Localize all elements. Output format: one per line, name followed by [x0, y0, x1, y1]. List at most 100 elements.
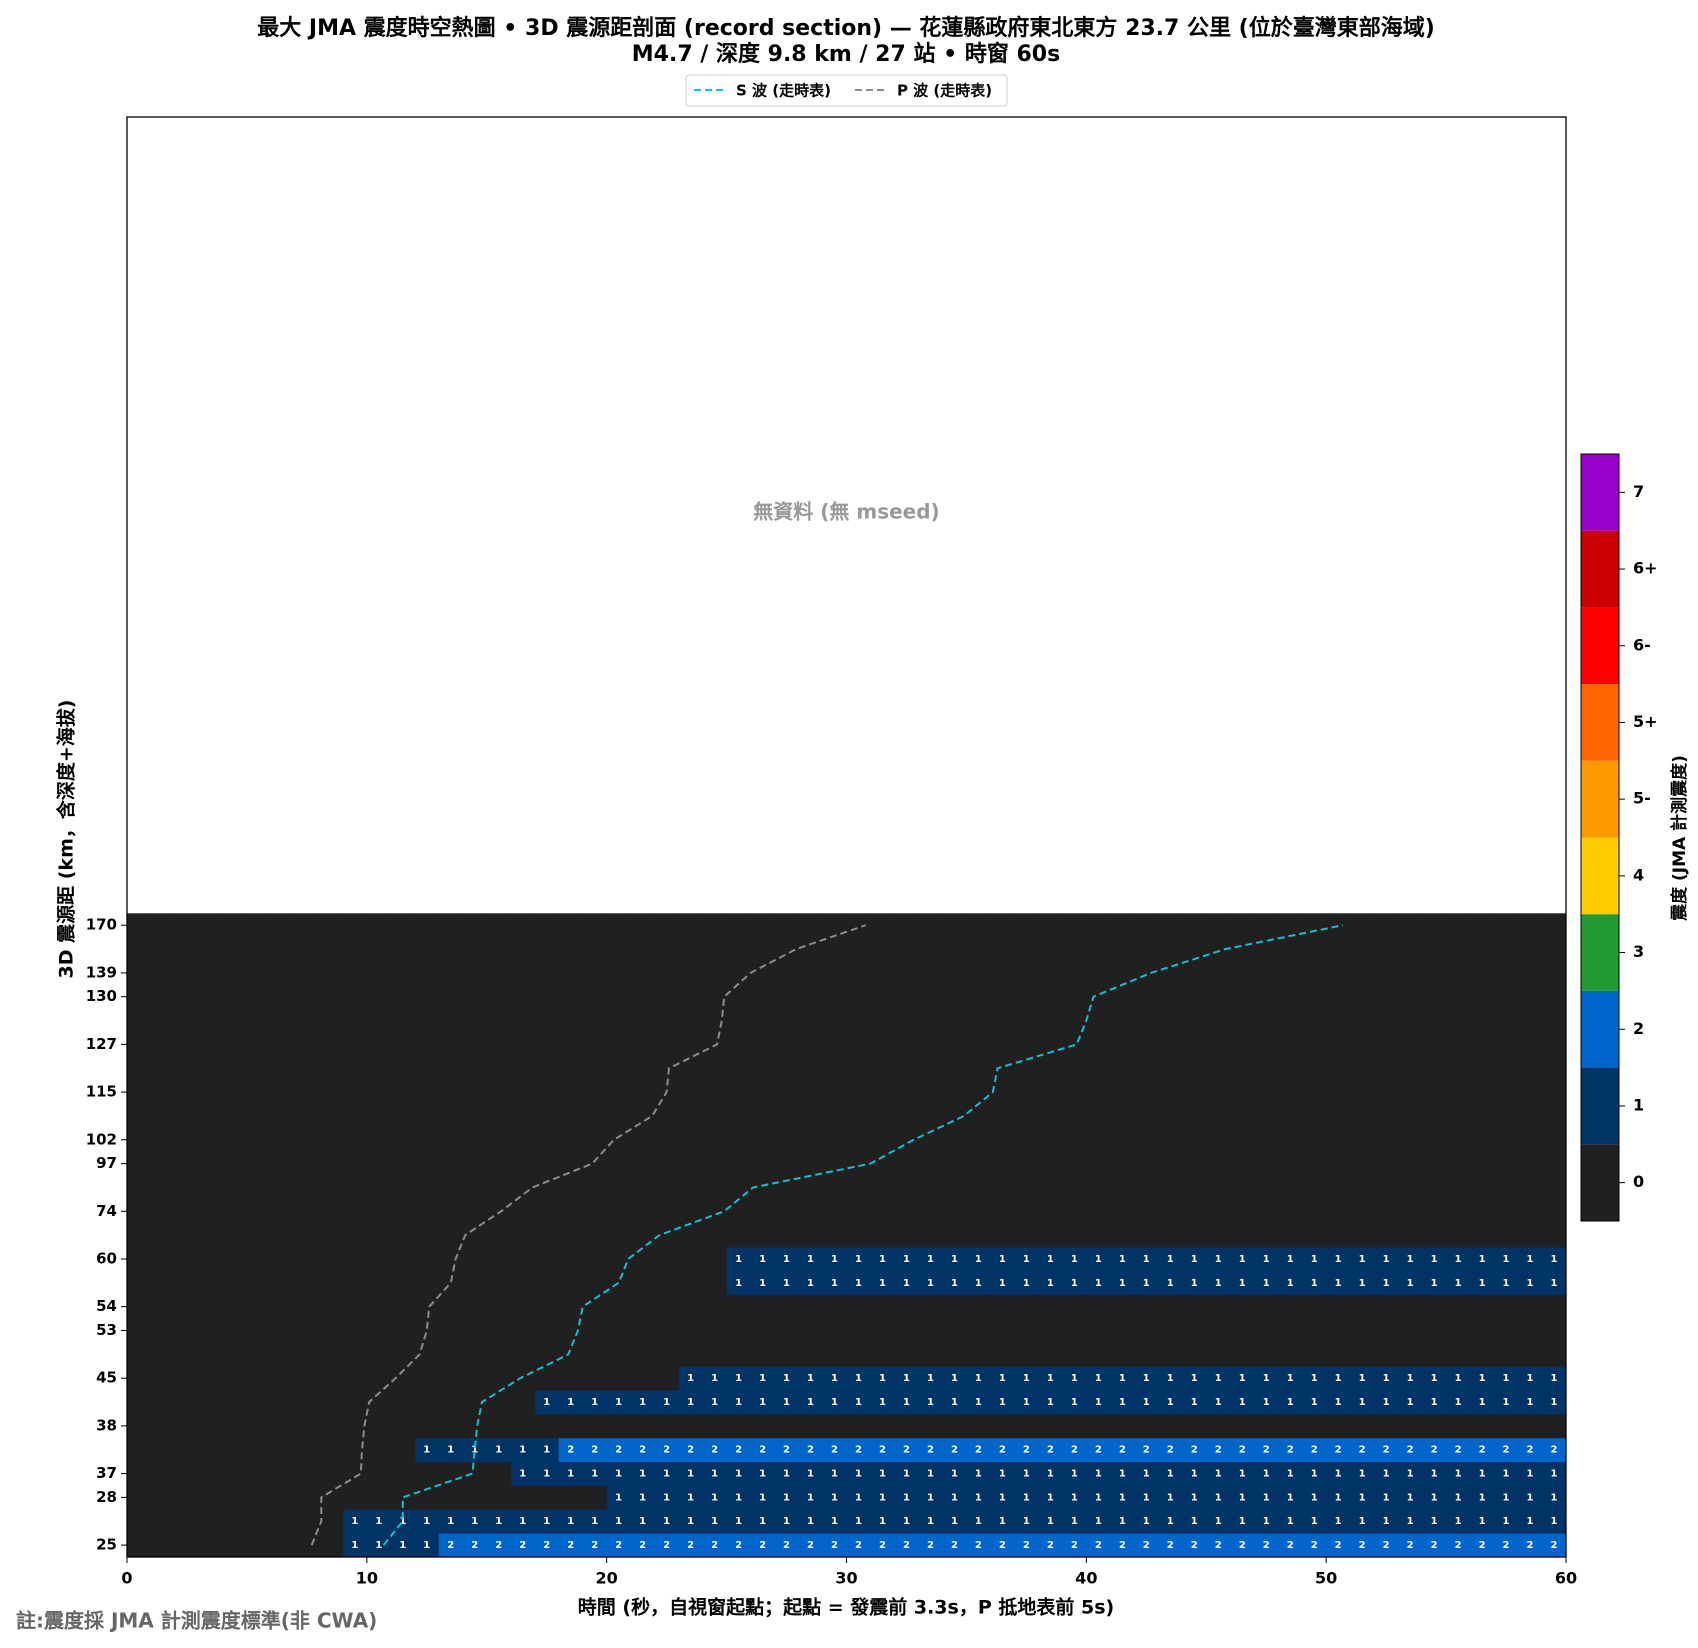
cell-label: 1	[519, 1516, 526, 1527]
heatmap-cell	[150, 1127, 176, 1153]
heatmap-cell	[222, 1342, 248, 1367]
heatmap-cell	[1518, 1199, 1543, 1224]
heatmap-cell	[606, 1247, 632, 1272]
heatmap-cell	[1374, 1247, 1399, 1272]
heatmap-cell	[1374, 1413, 1399, 1439]
heatmap-cell	[438, 1342, 464, 1367]
heatmap-cell	[1398, 1485, 1423, 1510]
cell-label: 1	[1167, 1278, 1174, 1289]
heatmap-cell	[1038, 1270, 1063, 1296]
heatmap-cell	[1398, 1318, 1423, 1343]
heatmap-cell	[1470, 1509, 1495, 1534]
heatmap-cell	[1134, 960, 1159, 986]
heatmap-cell	[510, 1080, 536, 1105]
heatmap-cell	[1014, 1223, 1039, 1248]
heatmap-cell	[558, 1199, 584, 1224]
heatmap-cell	[1230, 1413, 1255, 1439]
heatmap-cell	[1182, 1151, 1207, 1176]
heatmap-cell	[1470, 1318, 1495, 1343]
heatmap-cell	[510, 1533, 536, 1558]
cell-label: 2	[1119, 1445, 1126, 1456]
heatmap-cell	[1518, 1294, 1543, 1319]
heatmap-cell	[942, 1461, 967, 1486]
heatmap-cell	[966, 937, 991, 962]
cell-label: 1	[1407, 1397, 1414, 1408]
heatmap-cell	[1494, 1127, 1519, 1153]
heatmap-cell	[342, 1104, 368, 1129]
cell-label: 1	[423, 1540, 430, 1551]
heatmap-cell	[894, 1199, 919, 1224]
heatmap-cell	[1278, 1485, 1303, 1510]
heatmap-cell	[342, 1318, 368, 1343]
y-axis-label: 3D 震源距 (km，含深度+海拔)	[55, 700, 78, 979]
heatmap-cell	[1302, 1294, 1327, 1319]
cell-label: 2	[831, 1445, 838, 1456]
cell-label: 1	[1431, 1278, 1438, 1289]
heatmap-cell	[1206, 1437, 1231, 1463]
heatmap-cell	[798, 1485, 823, 1510]
heatmap-cell	[270, 1485, 296, 1510]
heatmap-cell	[654, 1008, 680, 1033]
heatmap-cell	[1542, 937, 1567, 962]
heatmap-cell	[1206, 960, 1231, 986]
heatmap-cell	[1206, 1294, 1231, 1319]
heatmap-cell	[1494, 1533, 1519, 1558]
heatmap-cell	[1254, 1342, 1279, 1367]
heatmap-cell	[726, 1104, 751, 1129]
heatmap-cell	[294, 1318, 320, 1343]
cell-label: 1	[999, 1397, 1006, 1408]
heatmap-cell	[1062, 1461, 1087, 1486]
heatmap-cell	[1494, 1318, 1519, 1343]
heatmap-cell	[342, 1127, 368, 1153]
heatmap-cell	[1494, 1008, 1519, 1033]
heatmap-cell	[1086, 1151, 1111, 1176]
heatmap-cell	[294, 1461, 320, 1486]
cell-label: 1	[1287, 1278, 1294, 1289]
heatmap-cell	[1206, 1247, 1231, 1272]
cell-label: 1	[711, 1516, 718, 1527]
heatmap-cell	[486, 1032, 512, 1057]
heatmap-cell	[1422, 1104, 1447, 1129]
heatmap-cell	[174, 913, 200, 938]
heatmap-cell	[1038, 1461, 1063, 1486]
cell-label: 2	[1143, 1540, 1150, 1551]
heatmap-cell	[127, 1247, 152, 1272]
cell-label: 1	[1455, 1278, 1462, 1289]
heatmap-cell	[774, 1151, 799, 1176]
cell-label: 1	[1503, 1516, 1510, 1527]
heatmap-cell	[390, 913, 416, 938]
heatmap-cell	[630, 984, 656, 1010]
heatmap-cell	[1494, 1080, 1519, 1105]
cell-label: 2	[759, 1445, 766, 1456]
cell-label: 1	[1023, 1278, 1030, 1289]
heatmap-cell	[1254, 1080, 1279, 1105]
heatmap-cell	[294, 1342, 320, 1367]
heatmap-cell	[702, 1223, 727, 1248]
heatmap-cell	[606, 1199, 632, 1224]
heatmap-cell	[1470, 1366, 1495, 1391]
cell-label: 2	[1263, 1540, 1270, 1551]
heatmap-cell	[726, 1533, 751, 1558]
heatmap-cell	[990, 1294, 1015, 1319]
cell-label: 1	[1071, 1397, 1078, 1408]
cell-label: 1	[1455, 1397, 1462, 1408]
heatmap-cell	[222, 1390, 248, 1415]
cell-label: 2	[687, 1445, 694, 1456]
heatmap-cell	[846, 1413, 871, 1439]
cell-label: 1	[1167, 1254, 1174, 1265]
heatmap-cell	[918, 937, 943, 962]
heatmap-cell	[1158, 1485, 1183, 1510]
heatmap-cell	[534, 1318, 560, 1343]
heatmap-cell	[1470, 1247, 1495, 1272]
heatmap-cell	[414, 1366, 440, 1391]
heatmap-cell	[1254, 1247, 1279, 1272]
heatmap-cell	[1038, 1127, 1063, 1153]
heatmap-cell	[510, 1437, 536, 1463]
heatmap-cell	[918, 1104, 943, 1129]
heatmap-cell	[270, 1104, 296, 1129]
heatmap-cell	[582, 1437, 608, 1463]
heatmap-cell	[1254, 1151, 1279, 1176]
heatmap-cell	[990, 1390, 1015, 1415]
heatmap-cell	[894, 984, 919, 1010]
heatmap-cell	[1374, 1056, 1399, 1081]
